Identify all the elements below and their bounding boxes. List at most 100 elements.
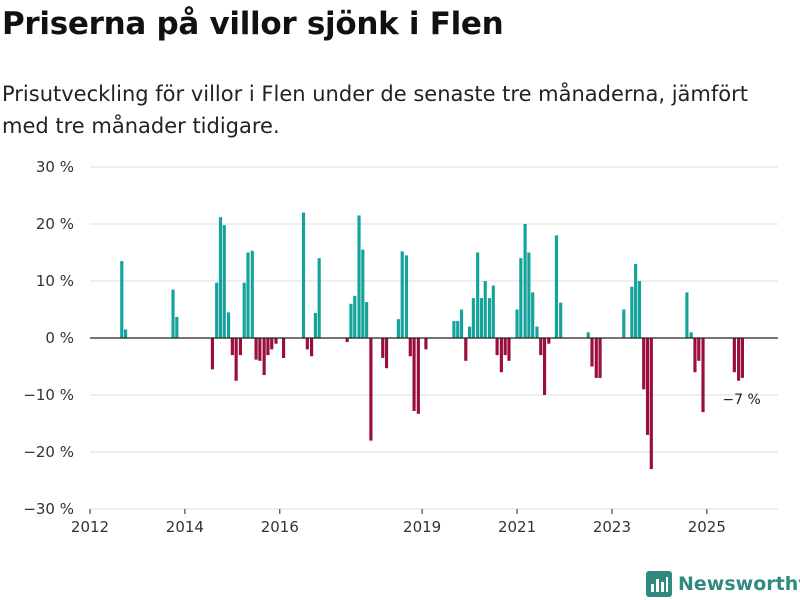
bar	[598, 338, 602, 378]
bar	[384, 338, 389, 369]
bar	[515, 309, 519, 338]
bar	[645, 338, 650, 435]
chart-subtitle: Prisutveckling för villor i Flen under d…	[2, 82, 748, 138]
bar	[215, 282, 219, 338]
y-tick-label: −20 %	[23, 443, 74, 461]
bars	[120, 212, 744, 470]
bar	[740, 338, 744, 378]
bar	[218, 217, 223, 338]
bar	[246, 252, 250, 338]
bar	[519, 258, 523, 338]
y-tick-label: 20 %	[36, 215, 74, 233]
chart-title: Priserna på villor sjönk i Flen	[2, 6, 504, 42]
bar	[266, 338, 270, 356]
newsworthy-logo: Newsworthy	[646, 569, 800, 599]
bar	[353, 295, 357, 338]
y-tick-label: 0 %	[45, 329, 74, 347]
bar	[345, 338, 349, 342]
bar	[301, 212, 306, 338]
bar	[305, 338, 309, 350]
bar	[590, 338, 594, 367]
x-tick-label: 2023	[593, 518, 631, 536]
bar	[282, 338, 286, 358]
bar	[313, 312, 317, 338]
bar	[637, 281, 642, 338]
bar	[499, 338, 503, 373]
y-axis-ticks: 30 % 20 % 10 % 0 % −10 % −20 % −30 %	[23, 158, 74, 518]
gridlines	[90, 166, 778, 510]
x-tick-label: 2016	[261, 518, 299, 536]
bar	[400, 251, 404, 338]
bar	[452, 320, 456, 338]
bar	[274, 338, 278, 344]
bar	[507, 338, 511, 361]
bar	[230, 338, 234, 356]
bar	[535, 326, 539, 338]
bar	[242, 282, 246, 338]
bar	[258, 338, 262, 361]
y-tick-label: −10 %	[23, 386, 74, 404]
newsworthy-logo-icon	[646, 571, 672, 597]
bar	[357, 215, 361, 338]
bar	[471, 298, 475, 338]
newsworthy-logo-text: Newsworthy	[678, 573, 800, 595]
bar	[238, 338, 242, 356]
bar	[270, 338, 274, 350]
bar	[539, 338, 543, 356]
bar	[531, 292, 535, 338]
bar	[349, 303, 353, 338]
bar	[124, 329, 128, 338]
bar	[737, 338, 741, 381]
bar	[416, 338, 420, 414]
bar	[310, 338, 314, 357]
bar	[171, 289, 175, 338]
bar	[361, 249, 365, 338]
bar	[503, 338, 507, 356]
bar	[622, 309, 626, 338]
bar	[701, 338, 705, 413]
bar	[495, 338, 499, 356]
bar	[381, 338, 385, 358]
bar	[404, 255, 409, 338]
bar	[547, 338, 551, 344]
bar	[408, 338, 412, 357]
x-tick-label: 2025	[688, 518, 726, 536]
bar	[234, 338, 238, 381]
bar	[479, 298, 484, 338]
x-axis-ticks: 2012 2014 2016 2019 2021 2023 2025	[71, 509, 726, 536]
bar	[317, 258, 321, 338]
x-tick-label: 2021	[498, 518, 536, 536]
bar	[456, 320, 460, 338]
bar	[586, 332, 590, 338]
bar	[250, 250, 254, 338]
bar	[476, 252, 480, 338]
bar	[210, 338, 214, 370]
bar	[559, 302, 563, 338]
bar	[697, 338, 701, 361]
x-tick-label: 2014	[166, 518, 204, 536]
x-tick-label: 2019	[403, 518, 441, 536]
last-value-annotation: −7 %	[722, 392, 760, 408]
bar	[365, 302, 369, 338]
bar	[542, 338, 547, 395]
bar	[396, 319, 400, 338]
bar	[685, 292, 689, 338]
bar	[554, 235, 558, 338]
y-tick-label: −30 %	[23, 500, 74, 518]
bar	[459, 309, 464, 338]
bar	[642, 338, 646, 390]
bar	[527, 252, 531, 338]
y-tick-label: 10 %	[36, 272, 74, 290]
bar	[226, 312, 231, 338]
bar	[649, 338, 653, 470]
bar	[693, 338, 697, 373]
y-tick-label: 30 %	[36, 158, 74, 176]
bar	[634, 263, 638, 338]
bar	[630, 286, 634, 338]
bar	[369, 338, 373, 441]
bar	[523, 224, 527, 338]
bar	[412, 338, 416, 411]
bar	[689, 332, 693, 338]
bar	[222, 225, 226, 338]
